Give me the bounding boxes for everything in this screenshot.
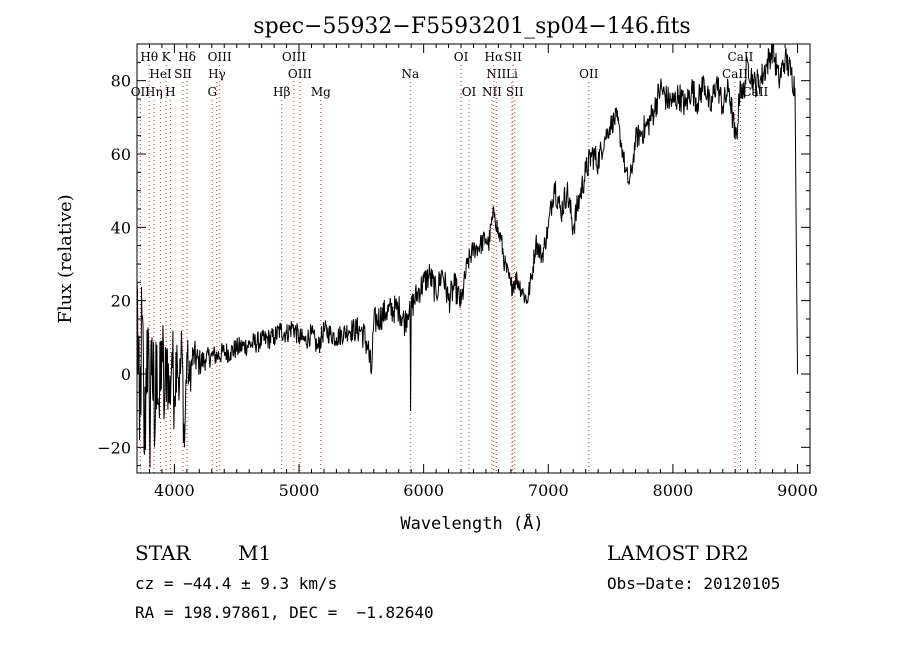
x-tick-label: 9000 xyxy=(777,481,818,500)
line-label: G xyxy=(207,85,217,99)
y-tick-label: 0 xyxy=(121,365,131,384)
y-tick-label: 60 xyxy=(111,145,131,164)
obs-date: Obs−Date: 20120105 xyxy=(607,574,781,593)
y-axis-label: Flux (relative) xyxy=(55,194,76,323)
line-label: Hη xyxy=(145,85,163,99)
line-label: SII xyxy=(504,50,522,64)
line-label: OIII xyxy=(288,67,312,81)
y-axis: −20 0 20 40 60 80 xyxy=(97,43,810,467)
spectrum-line xyxy=(136,43,798,468)
line-label: Hα xyxy=(485,50,504,64)
line-label: Hδ xyxy=(178,50,196,64)
line-label: HeI xyxy=(149,67,172,81)
survey-name: LAMOST DR2 xyxy=(607,541,749,565)
x-tick-label: 7000 xyxy=(528,481,569,500)
line-label: CaII xyxy=(728,50,754,64)
line-label: H xyxy=(165,85,175,99)
line-label: OIII xyxy=(282,50,306,64)
line-label: OI xyxy=(462,85,477,99)
line-label: Na xyxy=(401,67,419,81)
x-tick-label: 6000 xyxy=(403,481,444,500)
plot-frame xyxy=(136,43,811,474)
y-tick-label: 40 xyxy=(111,218,131,237)
line-label: OI xyxy=(454,50,469,64)
line-label: Hγ xyxy=(208,67,226,81)
x-axis: 4000 5000 6000 7000 8000 9000 xyxy=(136,44,818,500)
line-label: NII xyxy=(486,67,506,81)
chart-title: spec−55932−F5593201_sp04−146.fits xyxy=(253,14,690,39)
line-label: Hθ xyxy=(140,50,158,64)
y-tick-label: 80 xyxy=(111,72,131,91)
coordinates: RA = 198.97861, DEC = −1.82640 xyxy=(135,603,434,622)
object-class: STAR xyxy=(135,541,191,565)
x-tick-label: 4000 xyxy=(154,481,195,500)
line-label: NII xyxy=(482,85,502,99)
y-tick-label: 20 xyxy=(111,292,131,311)
line-label: Hβ xyxy=(273,85,290,99)
line-label: CaII xyxy=(722,67,748,81)
y-tick-label: −20 xyxy=(97,438,131,457)
line-label: K xyxy=(162,50,172,64)
redshift-cz: cz = −44.4 ± 9.3 km/s xyxy=(135,574,338,593)
line-label: OII xyxy=(131,85,151,99)
x-axis-label: Wavelength (Å) xyxy=(400,512,543,534)
spectrum-series xyxy=(136,43,798,468)
object-subclass: M1 xyxy=(238,541,272,565)
x-tick-label: 8000 xyxy=(653,481,694,500)
x-tick-label: 5000 xyxy=(279,481,320,500)
line-label: SII xyxy=(506,85,524,99)
line-label: Mg xyxy=(311,85,331,99)
line-label: Li xyxy=(506,67,518,81)
line-label: OII xyxy=(579,67,599,81)
line-label: OIII xyxy=(208,50,232,64)
line-label: SII xyxy=(174,67,192,81)
